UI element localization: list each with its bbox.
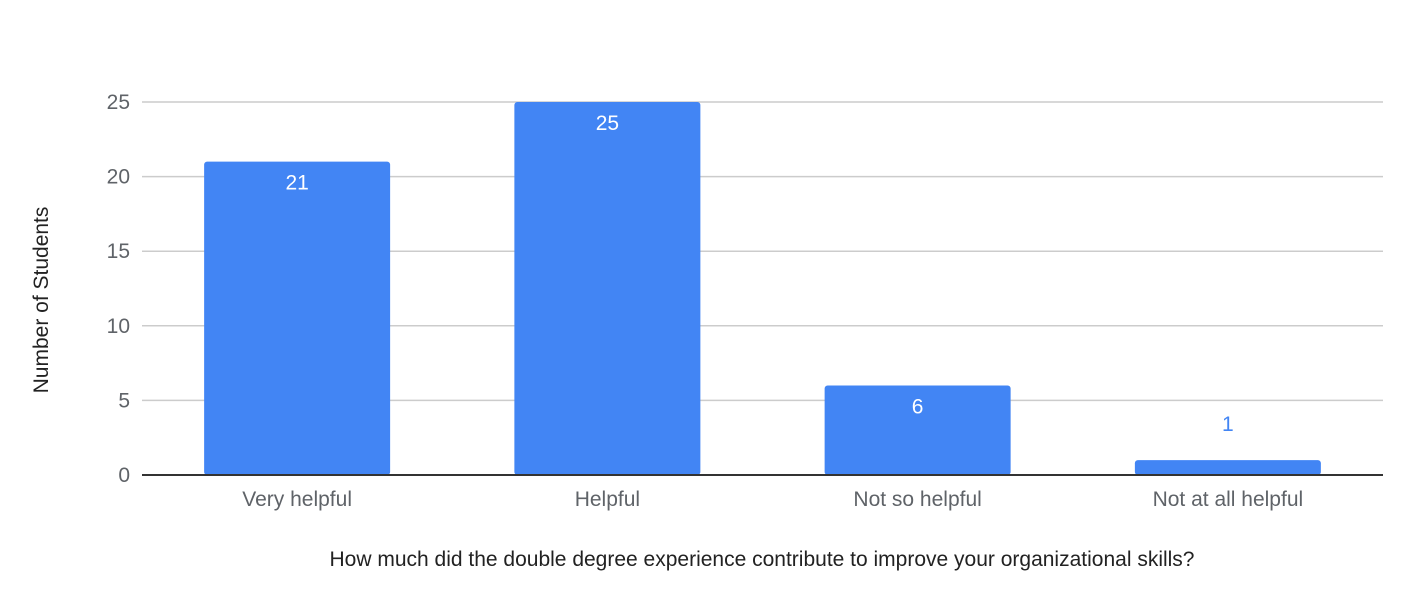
y-tick-label: 5: [118, 389, 130, 412]
y-tick-label: 25: [107, 91, 130, 114]
bar: [824, 385, 1011, 475]
data-label: 1: [1222, 413, 1234, 436]
y-tick-label: 15: [107, 240, 130, 263]
x-tick-label: Not so helpful: [853, 488, 981, 511]
y-axis-title: Number of Students: [30, 207, 53, 394]
data-label: 25: [596, 112, 619, 135]
y-tick-label: 20: [107, 166, 130, 189]
data-labels: 21 25 6 1: [285, 112, 1233, 436]
bar: [204, 161, 391, 475]
y-tick-label: 0: [118, 464, 130, 487]
bar: [1134, 460, 1321, 475]
y-tick-label: 10: [107, 315, 130, 338]
x-tick-label: Not at all helpful: [1153, 488, 1304, 511]
data-label: 6: [912, 395, 924, 418]
data-label: 21: [285, 172, 308, 195]
x-tick-labels: Very helpful Helpful Not so helpful Not at …: [242, 488, 1303, 511]
x-tick-label: Helpful: [575, 488, 640, 511]
bars: [204, 102, 1321, 475]
y-tick-labels: 0 5 10 15 20 25: [107, 91, 130, 487]
x-axis-title: How much did the double degree experienc…: [330, 548, 1195, 571]
x-tick-label: Very helpful: [242, 488, 352, 511]
bar: [514, 102, 701, 475]
